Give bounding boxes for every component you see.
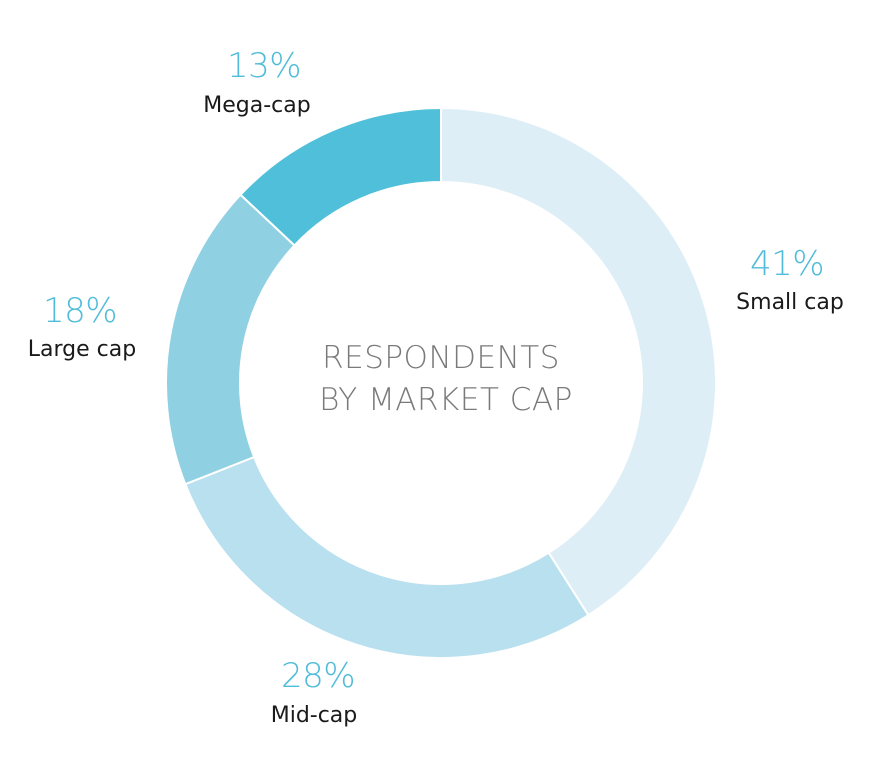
label-mid-cap: 28% Mid-cap — [271, 656, 358, 728]
slice-small-cap — [440, 106, 717, 617]
value-label-small-cap: 41% — [750, 244, 824, 284]
center-title: RESPONDENTS BY MARKET CAP — [319, 340, 573, 418]
value-label-large-cap: 18% — [43, 291, 117, 331]
center-title-line-1: RESPONDENTS — [322, 340, 560, 376]
label-mega-cap: 13% Mega-cap — [203, 46, 310, 118]
label-small-cap: 41% Small cap — [736, 244, 844, 315]
category-label-large-cap: Large cap — [28, 337, 136, 362]
center-title-line-2: BY MARKET CAP — [319, 382, 573, 418]
donut-slices — [165, 106, 717, 659]
category-label-mega-cap: Mega-cap — [203, 93, 310, 118]
category-label-small-cap: Small cap — [736, 290, 844, 315]
slice-large-cap — [165, 193, 296, 486]
value-label-mega-cap: 13% — [227, 46, 301, 86]
label-large-cap: 18% Large cap — [28, 291, 136, 362]
value-label-mid-cap: 28% — [281, 656, 355, 696]
slice-mega-cap — [239, 106, 442, 247]
slice-mid-cap — [184, 455, 590, 659]
category-label-mid-cap: Mid-cap — [271, 703, 358, 728]
